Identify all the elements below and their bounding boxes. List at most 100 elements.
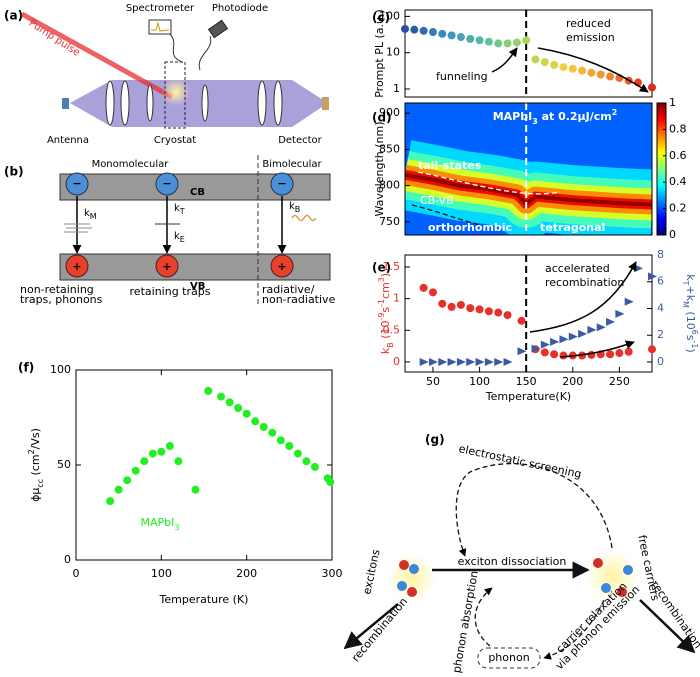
label-part: /Vs) — [29, 428, 42, 449]
label-part: -9 — [377, 313, 386, 321]
annotation: reduced — [566, 17, 611, 30]
label-part: T — [682, 280, 691, 286]
point — [456, 357, 466, 366]
label: traps, phonons — [20, 293, 103, 306]
y-tick-label: 900 — [379, 106, 400, 119]
annotation-arrow — [529, 261, 637, 333]
x-tick-label: 0 — [73, 567, 80, 580]
point — [503, 311, 512, 320]
hole — [65, 254, 89, 278]
point — [587, 68, 596, 77]
label: non-radiative — [262, 293, 336, 306]
y-axis-label: Wavelength (nm) — [373, 121, 386, 216]
point — [648, 345, 656, 354]
plot-frame — [75, 369, 333, 561]
point — [419, 283, 428, 292]
y-axis-label: Prompt PL (a.u.) — [373, 9, 386, 98]
label-part: (10 — [379, 321, 392, 343]
point — [503, 357, 513, 366]
panel-label: (g) — [425, 433, 445, 447]
point — [540, 58, 549, 67]
label-part: s — [379, 307, 392, 313]
label-part: B — [386, 342, 395, 347]
particle — [593, 558, 603, 568]
lens — [201, 84, 209, 122]
label-part: 3 — [377, 277, 386, 282]
label: electrostatic screening — [457, 442, 582, 481]
x-tick-label: 100 — [151, 567, 172, 580]
label: recombination — [349, 595, 410, 664]
point — [447, 31, 456, 40]
plot-frame — [404, 102, 653, 236]
particle — [399, 560, 409, 570]
point — [578, 351, 587, 360]
y-tick-label: 50 — [57, 458, 71, 471]
guide-curve — [411, 204, 481, 226]
y-tick-label: 0.5 — [383, 323, 401, 336]
point — [596, 323, 606, 332]
point — [447, 302, 456, 311]
label-part: -1 — [377, 299, 386, 307]
point — [484, 37, 493, 46]
label: non-retaining — [20, 283, 94, 296]
x-tick-label: 150 — [516, 375, 537, 388]
point — [484, 307, 493, 316]
point — [234, 404, 243, 412]
particle — [623, 565, 633, 575]
label: Bimolecular — [262, 159, 322, 170]
y-tick-label: 1 — [393, 82, 400, 95]
fiber — [169, 33, 183, 63]
y2-tick-label: 0 — [657, 355, 664, 368]
point — [494, 39, 503, 48]
y-tick-label: 850 — [379, 142, 400, 155]
point — [428, 357, 438, 366]
label: Photodiode — [212, 3, 268, 14]
label: Cryostat — [154, 135, 196, 146]
rate: k — [84, 208, 90, 219]
spectrum — [151, 21, 170, 32]
diagram-g: exciton dissociation electrostatic scree… — [343, 442, 700, 674]
colorbar-tick-label: 0 — [669, 228, 676, 241]
label-part: at 0.2μJ/cm — [538, 110, 612, 123]
point — [522, 36, 531, 45]
point — [302, 457, 311, 466]
label-part: MAPbI — [493, 110, 533, 123]
lens — [120, 80, 130, 126]
electron — [65, 172, 89, 196]
point — [648, 272, 657, 281]
label-part: cm — [379, 282, 392, 299]
point — [540, 348, 549, 357]
photodiode — [207, 19, 229, 39]
label: Monomolecular — [92, 159, 170, 170]
point — [568, 332, 578, 341]
point — [475, 36, 484, 45]
point — [568, 64, 577, 73]
point — [259, 423, 268, 431]
point — [559, 351, 568, 360]
annotation: funneling — [436, 70, 488, 83]
point — [438, 299, 447, 308]
rate: k — [289, 201, 295, 212]
sign: + — [162, 260, 171, 273]
x-tick-label: 100 — [469, 375, 490, 388]
point — [578, 66, 587, 75]
point — [225, 398, 234, 407]
y2-tick-label: 8 — [657, 248, 664, 261]
label: retaining traps — [130, 285, 211, 298]
arrow — [343, 603, 399, 650]
dashed-arrow — [455, 463, 613, 557]
annotation-arrow — [491, 47, 518, 73]
y-tick-label: 0 — [393, 355, 400, 368]
label-part: (cm — [29, 454, 42, 479]
point — [217, 392, 226, 401]
rate-label: kT — [174, 203, 185, 216]
y-tick-label: 750 — [379, 215, 400, 228]
sign: − — [72, 177, 81, 190]
label: Detector — [278, 135, 322, 146]
label: exciton dissociation — [458, 555, 567, 568]
diagram-a: Pump pulse Spectrometer Photodiode Anten… — [20, 3, 329, 146]
point — [204, 386, 213, 395]
label-part: +k — [684, 286, 697, 302]
